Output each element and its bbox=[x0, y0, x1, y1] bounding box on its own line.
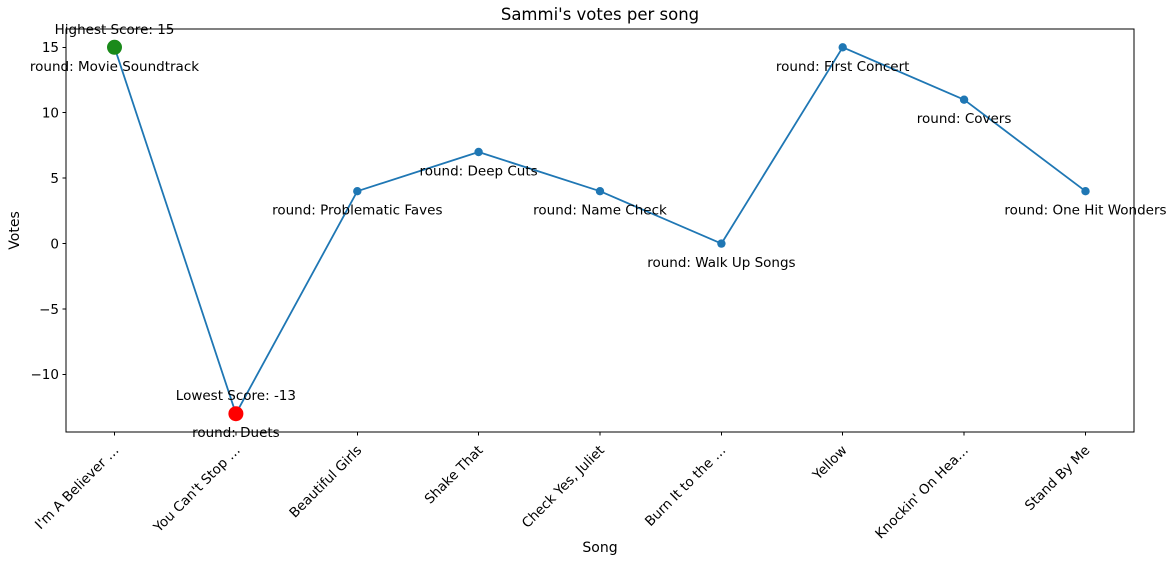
axes-layer: 15 10 5 0 −5 −10 I'm A Believer … You Can't Sto… bbox=[31, 28, 1135, 543]
x-tick-label: Beautiful Girls bbox=[286, 443, 365, 522]
x-tick-label: Burn It to the … bbox=[642, 443, 729, 530]
highest-score-marker bbox=[107, 39, 122, 55]
round-annotation: round: Covers bbox=[917, 111, 1012, 127]
data-point-marker bbox=[717, 239, 726, 248]
y-tick-label: −10 bbox=[31, 367, 60, 383]
highest-score-label: Highest Score: 15 bbox=[55, 22, 175, 38]
round-annotation: round: One Hit Wonders bbox=[1004, 203, 1166, 219]
y-tick-label: 15 bbox=[42, 40, 59, 56]
data-point-marker bbox=[959, 95, 969, 104]
series-layer bbox=[107, 39, 1090, 422]
round-annotation: round: Name Check bbox=[533, 203, 667, 219]
data-point-marker bbox=[595, 187, 605, 196]
x-tick-label: Knockin' On Hea… bbox=[872, 443, 972, 543]
y-tick-label: 5 bbox=[50, 171, 59, 187]
data-line bbox=[113, 46, 1087, 415]
y-axis-label: Votes bbox=[7, 211, 23, 249]
y-tick-label: −5 bbox=[39, 302, 59, 318]
lowest-score-label: Lowest Score: -13 bbox=[176, 388, 296, 404]
round-annotation: round: Walk Up Songs bbox=[647, 255, 795, 271]
round-annotation: round: First Concert bbox=[776, 59, 910, 75]
x-axis-label: Song bbox=[582, 540, 617, 556]
data-point-marker bbox=[1081, 187, 1090, 196]
x-tick-label: Yellow bbox=[809, 443, 850, 484]
x-tick-label: I'm A Believer … bbox=[32, 443, 122, 533]
round-annotation: round: Deep Cuts bbox=[419, 164, 537, 180]
data-point-marker bbox=[474, 147, 483, 157]
plot-frame bbox=[65, 28, 1135, 433]
chart-title: Sammi's votes per song bbox=[501, 5, 699, 24]
y-tick-label: 10 bbox=[42, 106, 59, 122]
x-tick-label: Shake That bbox=[422, 443, 487, 508]
round-annotation: round: Movie Soundtrack bbox=[30, 59, 199, 75]
data-point-marker bbox=[353, 187, 362, 196]
lowest-score-marker bbox=[228, 406, 244, 422]
x-tick-label: Check Yes, Juliet bbox=[519, 443, 608, 532]
x-tick-label: Stand By Me bbox=[1022, 443, 1093, 514]
data-point-marker bbox=[838, 43, 847, 52]
x-tick-label: You Can't Stop … bbox=[150, 443, 244, 537]
round-annotation: round: Problematic Faves bbox=[272, 203, 442, 219]
y-tick-label: 0 bbox=[50, 236, 59, 252]
